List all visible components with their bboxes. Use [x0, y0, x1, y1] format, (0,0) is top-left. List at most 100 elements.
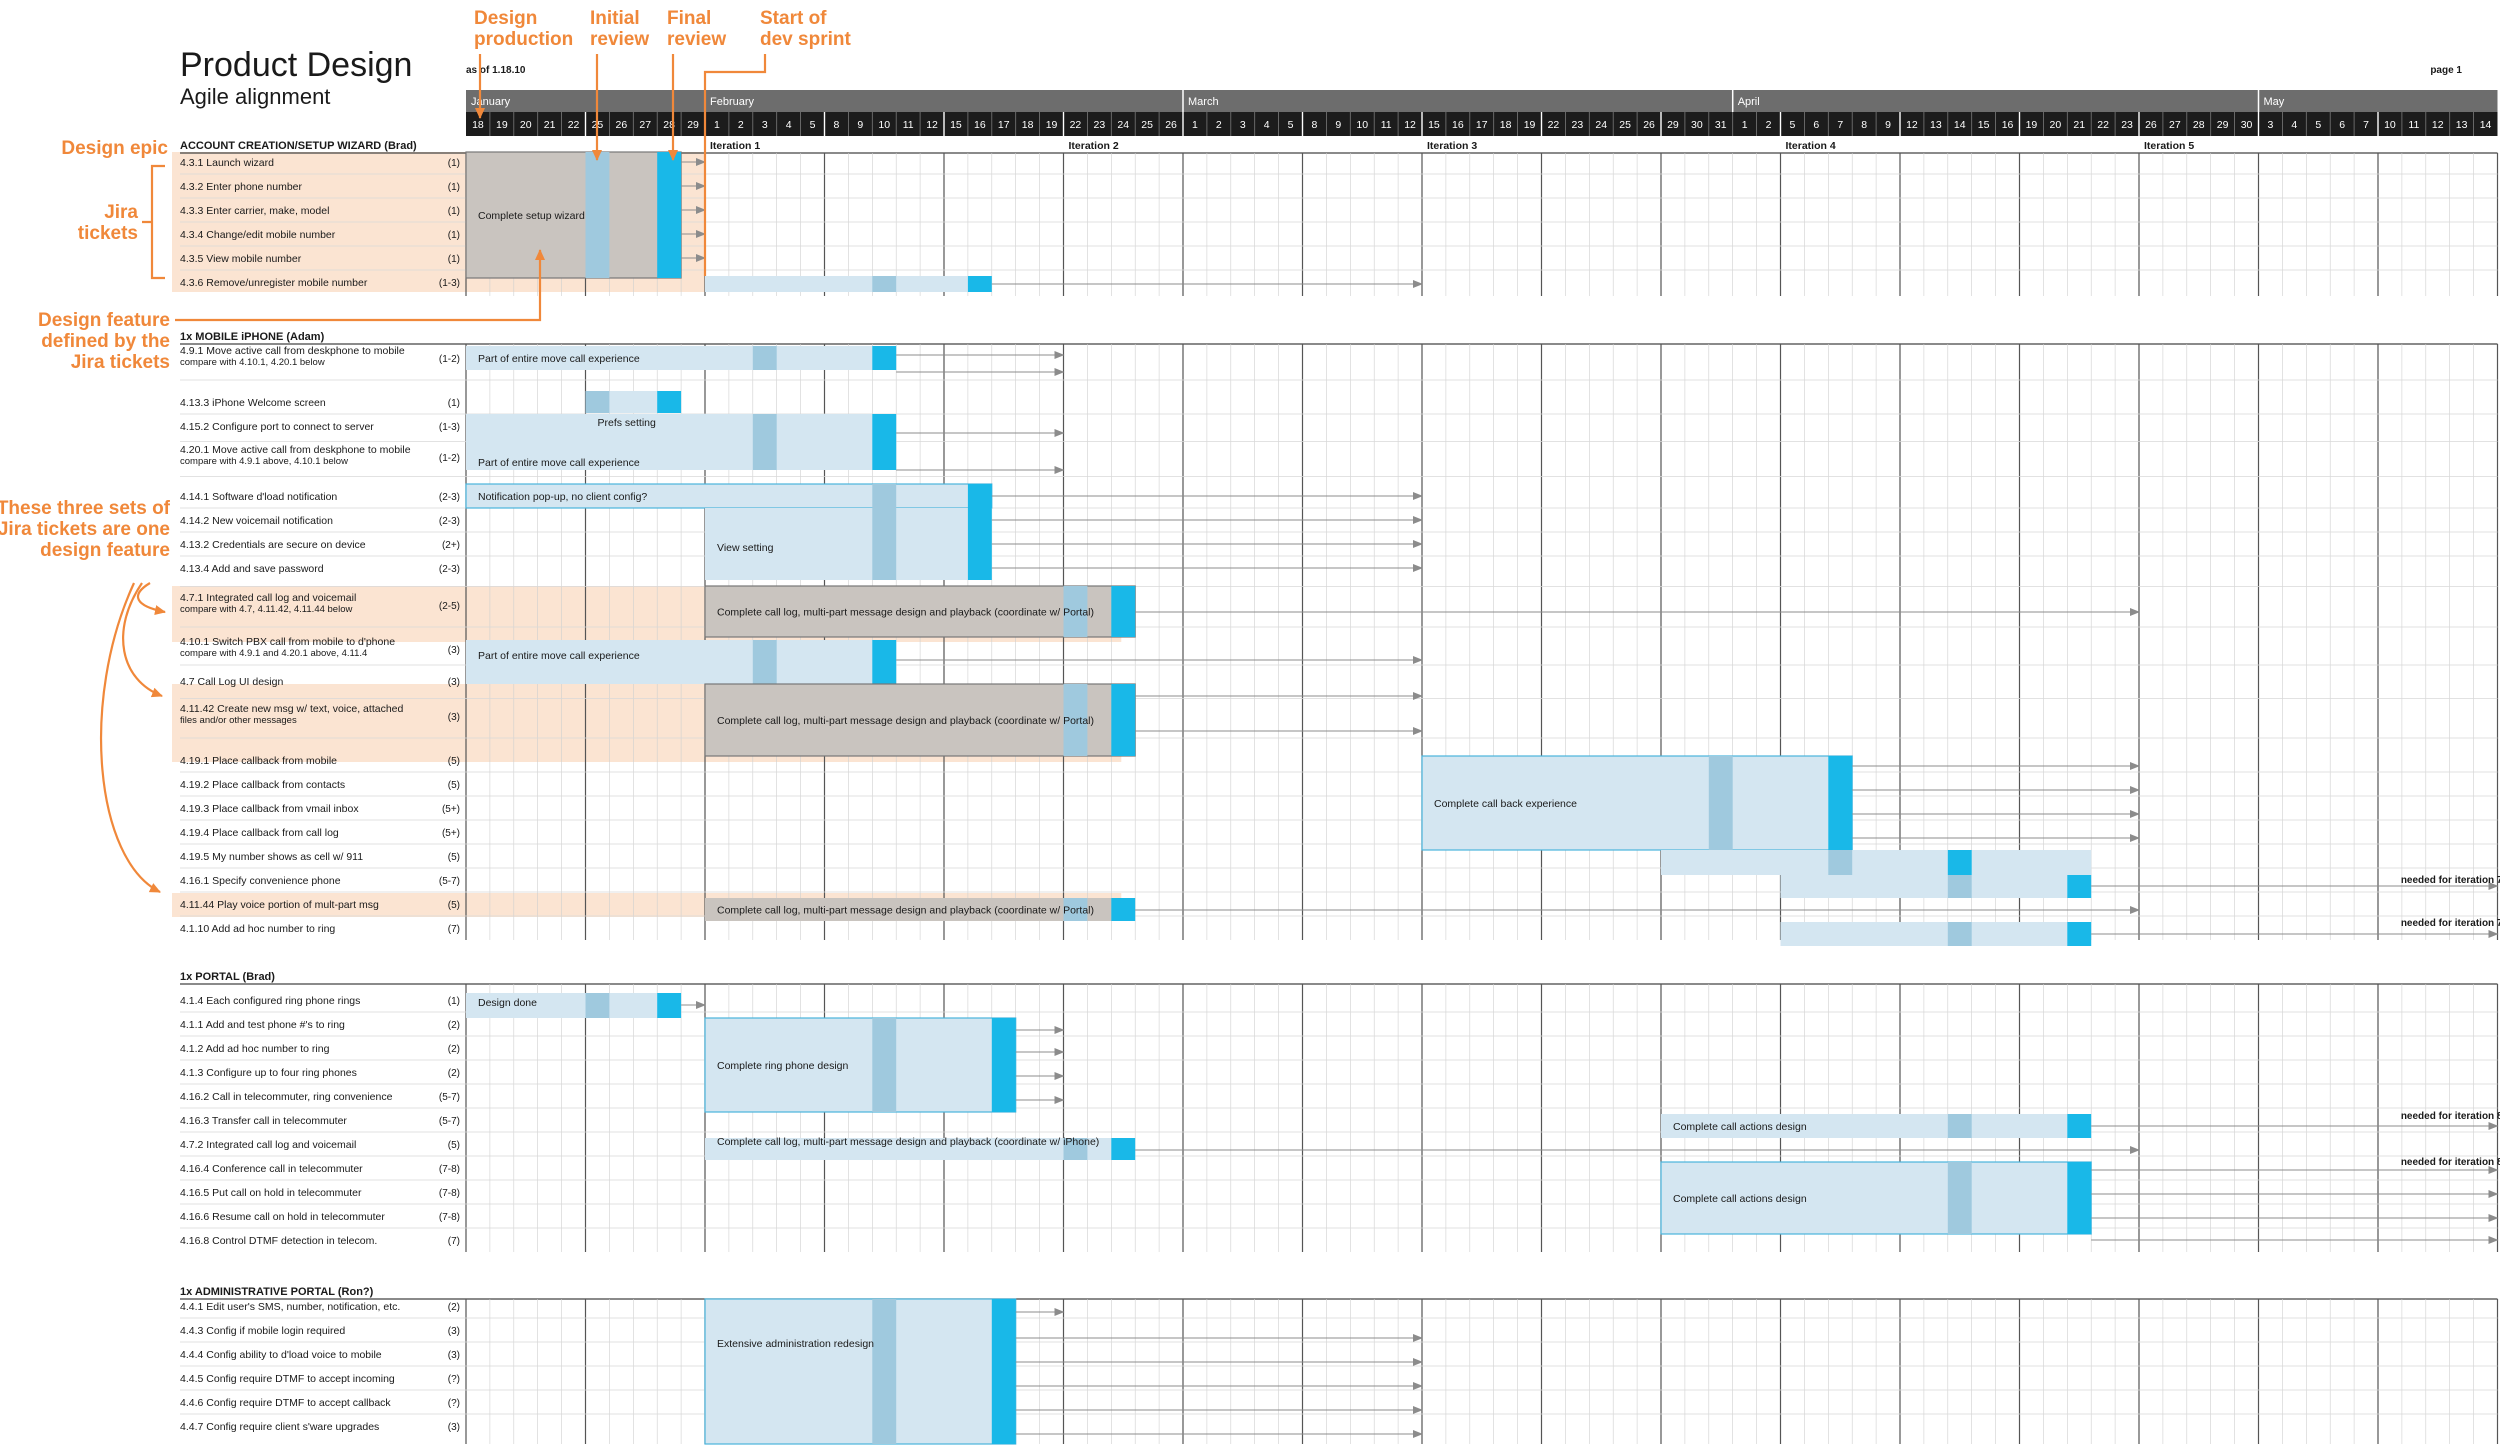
design-bar	[1780, 875, 2092, 898]
annotation-three-sets: design feature	[40, 540, 170, 561]
ticket-points: (5)	[448, 852, 460, 863]
ticket-points: (3)	[448, 645, 460, 656]
ticket-label: 4.1.10 Add ad hoc number to ring	[180, 923, 335, 935]
review-marker	[752, 346, 777, 370]
ticket-label: 4.9.1 Move active call from deskphone to…	[180, 345, 405, 357]
design-bar	[466, 640, 897, 684]
review-marker	[1063, 684, 1088, 756]
ticket-points: (7)	[448, 1236, 460, 1247]
review-marker	[1947, 922, 1972, 946]
ticket-points: (2-5)	[439, 601, 460, 612]
day-label: 3	[762, 119, 768, 131]
day-label: 2	[1766, 119, 1772, 131]
design-bar	[1660, 1161, 2092, 1235]
ticket-label: 4.19.2 Place callback from contacts	[180, 779, 345, 791]
ticket-label: 4.16.2 Call in telecommuter, ring conven…	[180, 1091, 393, 1103]
ticket-label: 4.14.2 New voicemail notification	[180, 515, 333, 527]
annotation-arrow	[100, 582, 161, 893]
milestone-marker	[1111, 1138, 1136, 1160]
milestone-marker	[657, 993, 682, 1018]
ticket-points: (3)	[448, 712, 460, 723]
day-label: 9	[857, 119, 863, 131]
day-label: 24	[1117, 119, 1129, 131]
milestone-marker	[967, 508, 992, 580]
day-band	[466, 112, 2498, 136]
ticket-note: compare with 4.9.1 and 4.20.1 above, 4.1…	[180, 648, 367, 659]
ticket-points: (5)	[448, 756, 460, 767]
day-label: 26	[616, 119, 628, 131]
ticket-points: (5)	[448, 780, 460, 791]
iteration-label: Iteration 2	[1069, 140, 1119, 152]
month-band	[466, 90, 2498, 112]
month-label: January	[471, 96, 511, 108]
review-marker	[1828, 850, 1853, 875]
day-label: 5	[1790, 119, 1796, 131]
ticket-label: 4.19.3 Place callback from vmail inbox	[180, 803, 359, 815]
ticket-label: 4.13.4 Add and save password	[180, 563, 324, 575]
day-label: 22	[568, 119, 580, 131]
arrows-layer	[681, 158, 2499, 1438]
day-label: 18	[472, 119, 484, 131]
ticket-label: 4.4.3 Config if mobile login required	[180, 1325, 345, 1337]
page-title: Product Design	[180, 46, 412, 84]
bar-label: Notification pop-up, no client config?	[478, 491, 647, 503]
ticket-points: (1-2)	[439, 453, 460, 464]
ticket-label: 4.11.42 Create new msg w/ text, voice, a…	[180, 703, 404, 715]
day-label: 19	[1524, 119, 1536, 131]
ticket-label: 4.7.1 Integrated call log and voicemail	[180, 592, 356, 604]
ticket-points: (1-2)	[439, 354, 460, 365]
day-label: 27	[639, 119, 651, 131]
ticket-label: 4.3.1 Launch wizard	[180, 157, 274, 169]
day-label: 21	[544, 119, 556, 131]
ticket-points: (7-8)	[439, 1188, 460, 1199]
day-label: 6	[2339, 119, 2345, 131]
annotation-initial-review: Initial	[590, 8, 640, 29]
bar-label: Complete call log, multi-part message de…	[717, 607, 1094, 619]
section-header: 1x MOBILE iPHONE (Adam)	[180, 331, 325, 343]
day-label: 20	[2050, 119, 2062, 131]
bar-label: Complete setup wizard	[478, 210, 585, 222]
ticket-points: (1-3)	[439, 422, 460, 433]
day-label: 29	[2217, 119, 2229, 131]
day-label: 30	[2241, 119, 2253, 131]
section-header: 1x ADMINISTRATIVE PORTAL (Ron?)	[180, 1286, 374, 1298]
ticket-note: compare with 4.9.1 above, 4.10.1 below	[180, 456, 348, 467]
day-label: 14	[1954, 119, 1966, 131]
ticket-points: (5+)	[442, 804, 460, 815]
ticket-label: 4.13.3 iPhone Welcome screen	[180, 397, 326, 409]
note-label: needed for iteration 7	[2401, 918, 2500, 929]
review-marker	[1708, 756, 1733, 850]
bar-label: View setting	[717, 542, 774, 554]
design-bar	[1421, 755, 1853, 851]
day-label: 30	[1691, 119, 1703, 131]
bar-label: Complete call log, multi-part message de…	[717, 1136, 1099, 1148]
day-label: 15	[1978, 119, 1990, 131]
day-label: 17	[998, 119, 1010, 131]
day-label: 28	[2193, 119, 2205, 131]
day-label: 10	[878, 119, 890, 131]
day-label: 26	[2145, 119, 2157, 131]
ticket-label: 4.3.5 View mobile number	[180, 253, 302, 265]
annotation-final-review: Final	[667, 8, 711, 29]
milestone-marker	[1828, 756, 1853, 850]
ticket-points: (2)	[448, 1044, 460, 1055]
day-label: 1	[1742, 119, 1748, 131]
day-label: 1	[714, 119, 720, 131]
design-bar	[704, 1298, 1017, 1445]
day-label: 7	[1837, 119, 1843, 131]
day-label: 5	[1288, 119, 1294, 131]
review-marker	[752, 640, 777, 684]
design-bar	[466, 346, 897, 370]
ticket-label: 4.16.1 Specify convenience phone	[180, 875, 341, 887]
day-label: 19	[1046, 119, 1058, 131]
ticket-label: 4.1.2 Add ad hoc number to ring	[180, 1043, 330, 1055]
day-label: 20	[520, 119, 532, 131]
day-label: 5	[810, 119, 816, 131]
ticket-points: (2-3)	[439, 492, 460, 503]
review-marker	[872, 276, 897, 292]
ticket-label: 4.3.2 Enter phone number	[180, 181, 303, 193]
bar-label: Complete call log, multi-part message de…	[717, 905, 1094, 917]
design-bar	[1780, 922, 2092, 946]
